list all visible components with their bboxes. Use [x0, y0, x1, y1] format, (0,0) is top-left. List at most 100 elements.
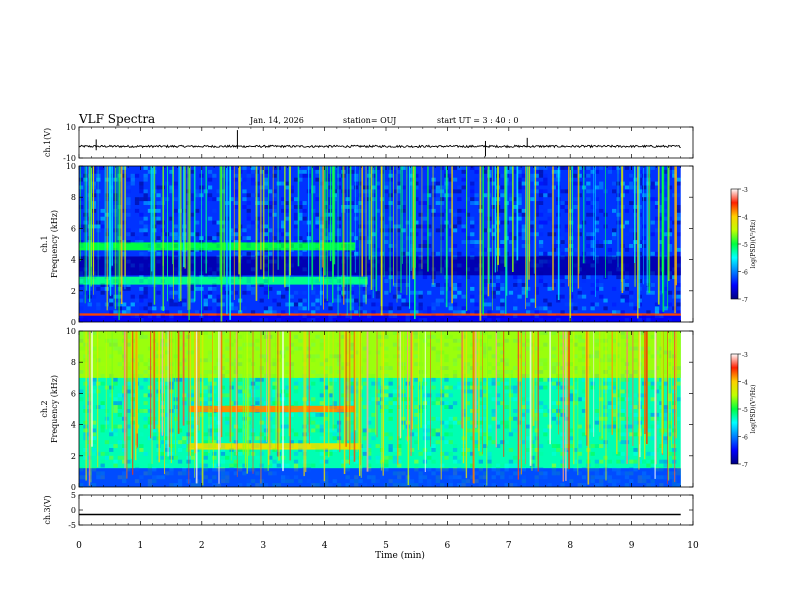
ch1-spectrogram-cell	[130, 177, 135, 182]
ch1-spectrogram-cell	[319, 232, 324, 237]
ch1-spectrogram-cell	[147, 302, 153, 307]
ch1-spectrogram-cell	[530, 236, 535, 241]
ch2-spectrogram-cell	[143, 377, 148, 382]
ch2-spectrogram-cell	[109, 385, 114, 390]
ch2-spectrogram-cell	[500, 377, 505, 382]
ch2-spectrogram-cell	[495, 385, 501, 390]
ch2-spectrogram-cell	[530, 409, 535, 413]
ch2-spectrogram-cell	[104, 420, 110, 425]
ch2-spectrogram-cell	[392, 389, 398, 394]
ch2-spectrogram-streak	[124, 331, 126, 469]
ch1-spectrogram-cell	[362, 185, 367, 190]
ch1-spectrogram-cell	[491, 201, 496, 205]
ch2-spectrogram-cell	[362, 381, 367, 386]
ch1-spectrogram-cell	[654, 197, 660, 202]
ch1-spectrogram-cell	[293, 220, 299, 225]
ch1-spectrogram-cell	[79, 205, 84, 209]
ch1-spectrogram-cell	[315, 220, 320, 225]
ch1-spectrogram-cell	[440, 247, 445, 252]
ch1-spectrogram-cell	[134, 197, 140, 202]
ch1-spectrogram-cell	[79, 173, 84, 178]
ch1-spectrogram-cell	[620, 294, 625, 299]
ch2-spectrogram-cell	[238, 448, 243, 452]
ch1-spectrogram-cell	[470, 244, 475, 248]
ch2-spectrogram-cell	[448, 440, 453, 445]
ch1-spectrogram-streak	[421, 166, 423, 270]
ch1-spectrogram-cell	[667, 302, 673, 307]
ch2-spectrogram-cell	[104, 424, 110, 429]
ch1-spectrogram-cell	[212, 173, 217, 178]
ch2-spectrogram-streak	[399, 331, 401, 439]
ch2-spectrogram-cell	[147, 393, 153, 398]
ch1-spectrogram-streak	[172, 166, 174, 300]
ch1-spectrogram-cell	[517, 169, 522, 174]
ch2-spectrogram-cell	[397, 385, 402, 390]
ch1-spectrogram-streak	[479, 166, 482, 321]
ch1-spectrogram-streak	[116, 166, 118, 282]
ch2-spectrogram-cell	[495, 444, 501, 448]
ch2-spectrogram-cell	[594, 463, 600, 468]
ch1-spectrogram-cell	[534, 279, 539, 283]
ch1-spectrogram-cell	[577, 193, 582, 198]
ch1-spectrogram-cell	[349, 251, 355, 256]
ch1-spectrogram-cell	[594, 197, 600, 202]
ch2-spectrogram-streak	[568, 331, 570, 470]
ch2-spectrogram-cell	[272, 440, 277, 445]
ch1-spectrogram-cell	[474, 201, 479, 205]
ch2-spectrogram-cell	[332, 401, 337, 406]
ch2-spectrogram-cell	[491, 412, 496, 417]
ch1-spectrogram-cell	[298, 306, 303, 311]
ch1-spectrogram-cell	[263, 197, 269, 202]
ch1-spectrogram-cell	[109, 298, 114, 303]
ch1-spectrogram-cell	[319, 224, 324, 229]
ch1-spectrogram-cell	[538, 205, 544, 209]
ch2-spectrogram-cell	[435, 428, 440, 433]
ch2-spectrogram-cell	[341, 440, 346, 445]
ch2-spectrogram-cell	[663, 428, 668, 433]
ch1-spectrogram-cell	[289, 189, 294, 194]
ch2-spectrogram-cell	[311, 397, 316, 402]
ch2-spectrogram-cell	[319, 377, 324, 382]
ch2-spectrogram-cell	[207, 385, 213, 390]
ch2-spectrogram-cell	[268, 463, 273, 468]
ch2-spectrogram-cell	[306, 463, 312, 468]
ch2-spectrogram-cell	[538, 385, 544, 390]
ch1-spectrogram-cell	[242, 232, 247, 237]
ch2-spectrogram-cell	[663, 409, 668, 413]
ch2-spectrogram-cell	[620, 389, 625, 394]
ch1-spectrogram-cell	[547, 232, 552, 237]
ch1-spectrogram-cell	[667, 228, 673, 233]
ch2-spectrogram-streak	[356, 331, 358, 453]
ch1-spectrogram-cell	[427, 208, 432, 213]
ch2-spectrogram-streak	[359, 331, 360, 477]
ch1-spectrogram-cell	[388, 310, 393, 315]
ch2-spectrogram-cell	[465, 448, 471, 452]
ch1-spectrogram-cell	[345, 189, 350, 194]
ch1-spectrogram-cell	[281, 197, 286, 202]
ch1-spectrogram-cell	[134, 240, 140, 244]
ch1-spectrogram-cell	[465, 310, 471, 315]
colorbar-tick-label: -3	[742, 352, 748, 359]
ch1-spectrogram-cell	[384, 189, 389, 194]
ch2-spectrogram-cell	[117, 455, 122, 460]
ch1-spectrogram-cell	[418, 244, 423, 248]
ch1-spectrogram-cell	[569, 220, 574, 225]
ch2-spectrogram-cell	[375, 455, 380, 460]
ch2-spectrogram-cell	[607, 424, 612, 429]
ch1-spectrogram-cell	[216, 177, 221, 182]
ch1-spectrogram-cell	[564, 189, 569, 194]
ch1-spectrogram-cell	[388, 177, 393, 182]
ch1-spectrogram-cell	[324, 212, 329, 217]
ch1-spectrogram-streak	[380, 166, 383, 316]
ch1-spectrogram-cell	[109, 294, 114, 299]
ch2-spectrogram-cell	[319, 416, 324, 421]
ch2-spectrogram-cell	[538, 444, 544, 448]
ch1-spectrogram-cell	[431, 302, 436, 307]
ch2-spectrogram-cell	[165, 385, 170, 390]
ch1-spectrogram-cell	[569, 228, 574, 233]
ch2-spectrogram-cell	[220, 393, 226, 398]
ch2-spectrogram-cell	[590, 381, 595, 386]
ch2-spectrogram-cell	[199, 393, 204, 398]
ch2-spectrogram-cell	[659, 412, 664, 417]
ch1-spectrogram-cell	[345, 193, 350, 198]
